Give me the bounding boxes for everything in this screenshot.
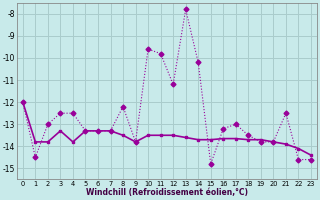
X-axis label: Windchill (Refroidissement éolien,°C): Windchill (Refroidissement éolien,°C) (86, 188, 248, 197)
